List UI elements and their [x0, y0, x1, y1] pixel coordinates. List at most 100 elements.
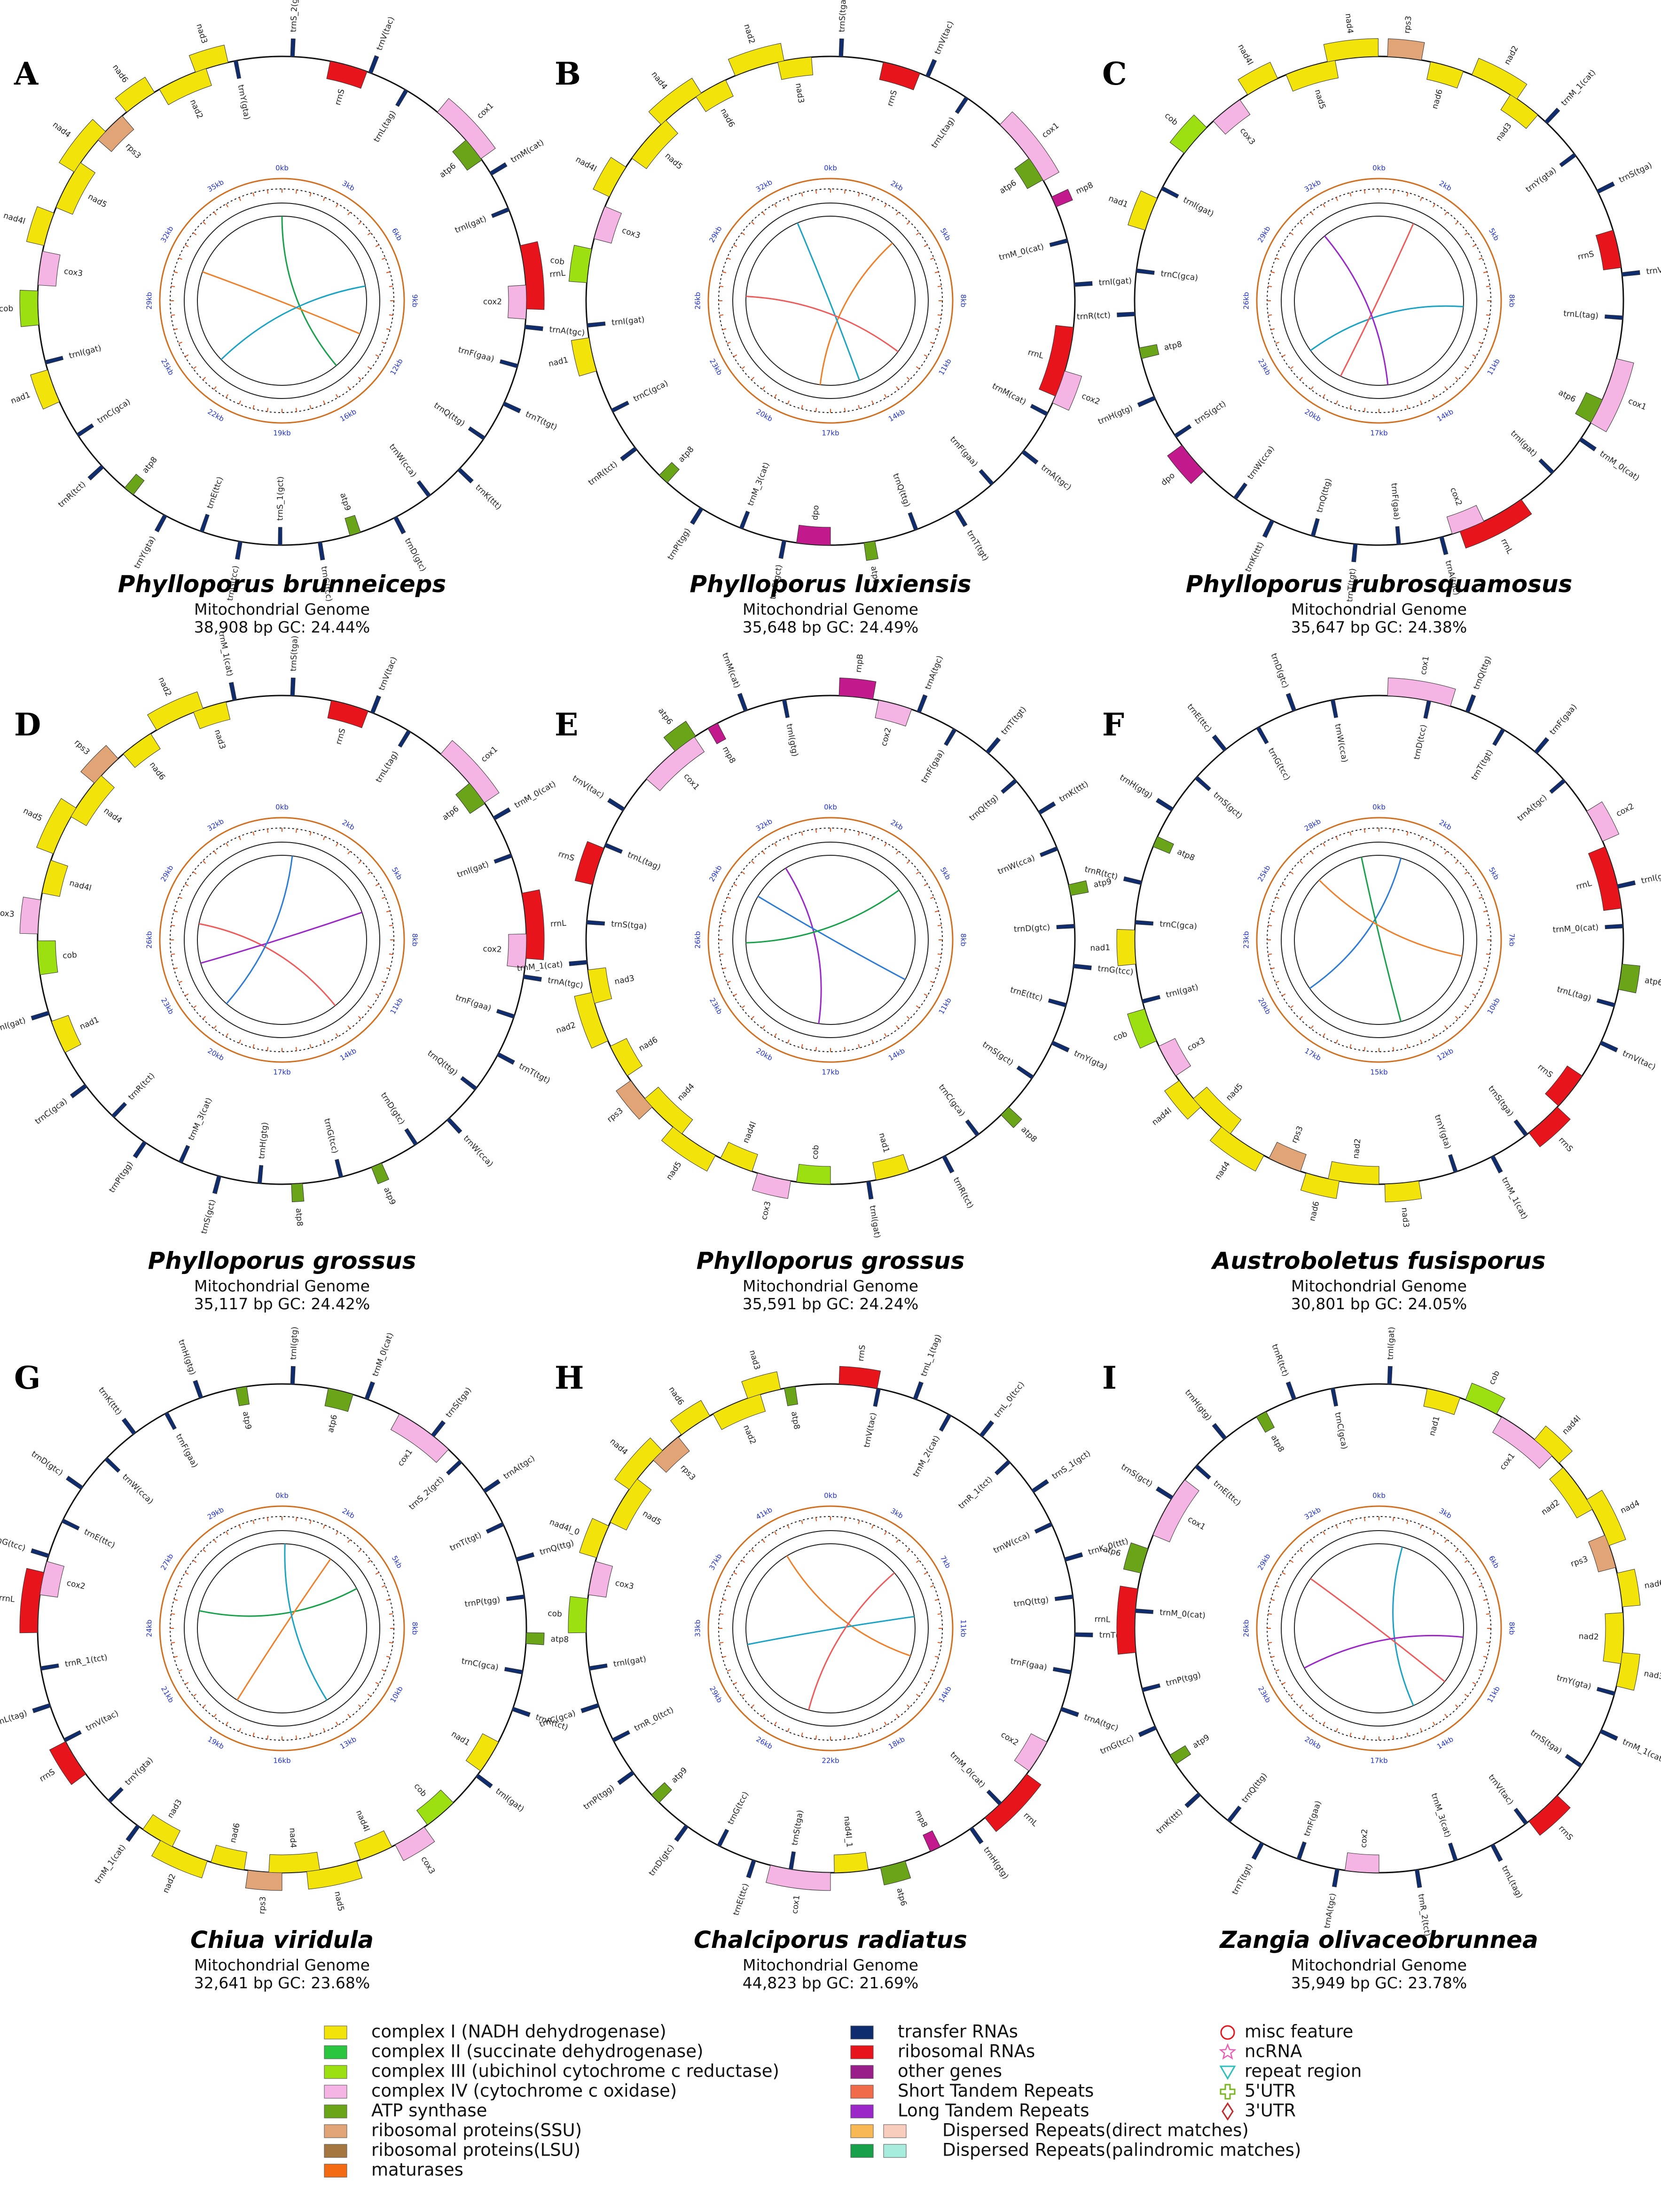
repeat-tick [1433, 1721, 1435, 1726]
kb-tick-label: 23kb [708, 357, 724, 376]
gene-label: trnH(gtg) [1118, 773, 1154, 801]
gene-label: atp8 [789, 1411, 801, 1430]
gene-label: cob [548, 1609, 563, 1619]
gene-block [268, 1852, 321, 1873]
gene-label: trnP(tgg) [666, 527, 692, 562]
repeat-tick [1335, 1524, 1338, 1529]
gene-block [1603, 1612, 1624, 1664]
gene-label: nad5 [665, 1160, 684, 1182]
gene-label: trnI(gtg) [784, 723, 800, 758]
repeat-tick [1275, 981, 1279, 984]
repeat-tick [178, 896, 182, 899]
repeat-tick [751, 376, 755, 380]
gene-label: cob [1112, 1029, 1129, 1043]
repeat-tick [336, 203, 338, 208]
repeat-tick [1282, 354, 1286, 357]
gene-block [1074, 281, 1093, 287]
gene-block [985, 737, 1001, 754]
repeat-tick [1323, 1721, 1325, 1726]
repeat-tick [173, 910, 178, 913]
gene-label: atp9 [670, 1766, 689, 1785]
gene-label: nad2 [161, 1872, 178, 1894]
legend-swatch [324, 2085, 347, 2099]
gene-label: trnG(tcc) [322, 1118, 340, 1155]
repeat-tick [1335, 1728, 1338, 1732]
kb-tick-label: 20kb [755, 407, 774, 423]
kb-tick-label: 14kb [1435, 1735, 1455, 1751]
kb-tick-label: 17kb [1370, 1757, 1387, 1765]
gene-label: trnY(gta) [123, 1756, 155, 1788]
repeat-tick [1275, 257, 1279, 260]
repeat-tick [727, 342, 731, 344]
repeat-tick [203, 860, 206, 864]
gene-block [588, 1561, 613, 1598]
gene-label: trnM_0(cat) [1598, 449, 1641, 483]
panel-letter: E [555, 706, 578, 743]
diamond-icon [1222, 2102, 1234, 2121]
repeat-tick [727, 1669, 731, 1672]
repeat-link [220, 285, 366, 360]
repeat-tick [1363, 407, 1365, 412]
genome-subtitle: Mitochondrial Genome [743, 1956, 918, 1974]
kb-tick-label: 35kb [206, 178, 225, 194]
species-title: Chiua viridula [190, 1926, 374, 1954]
gene-block [1285, 1381, 1297, 1400]
gene-label: trnF(gaa) [457, 345, 495, 364]
repeat-tick [1406, 1520, 1409, 1524]
gene-block [834, 1852, 869, 1873]
kb-tick-label: 2kb [341, 818, 356, 832]
repeat-tick [1472, 1572, 1476, 1575]
repeat-tick [871, 1728, 874, 1732]
repeat-tick [193, 871, 197, 875]
gene-label: trnA(tgc) [923, 654, 945, 691]
gene-label: trnW(cca) [996, 853, 1036, 877]
repeat-tick [934, 910, 939, 913]
kb-tick-label: 6kb [390, 227, 404, 242]
gene-label: trnC(gca) [1160, 269, 1199, 283]
repeat-tick [1282, 1572, 1286, 1575]
repeat-tick [1406, 831, 1409, 836]
gene-label: trnI(gat) [868, 1205, 882, 1239]
gene-label: trnQ(ttg) [432, 401, 466, 429]
gene-label: trnR_1(tct) [957, 1475, 995, 1511]
repeat-link [1304, 1634, 1464, 1669]
gene-label: trnM_1(cat) [1500, 1176, 1529, 1221]
gene-label: trnD(tcc) [1412, 724, 1429, 760]
gene-label: nad1 [1107, 194, 1129, 210]
repeat-tick [309, 405, 312, 409]
gene-block [1021, 449, 1039, 465]
repeat-tick [1444, 851, 1448, 855]
gene-label: trnF(gaa) [1010, 1657, 1048, 1673]
gene-block [278, 527, 282, 546]
gene-block [1605, 924, 1623, 930]
gene-block [1167, 445, 1205, 484]
gene-label: rps3 [72, 738, 92, 757]
gene-block [1544, 108, 1560, 125]
repeat-tick [1464, 1560, 1468, 1563]
gene-block [1127, 1008, 1157, 1049]
gene-label: trnM_3(cat) [187, 1096, 214, 1142]
kb-tick-label: 0kb [275, 803, 289, 812]
gene-block [1159, 1038, 1191, 1076]
gene-block [1117, 312, 1136, 318]
kb-tick-label: 29kb [1256, 1552, 1272, 1571]
gene-label: nad3 [793, 83, 806, 104]
repeat-tick [1479, 257, 1483, 260]
gene-label: cox2 [66, 1579, 86, 1592]
gene-label: trnQ(ttg) [1240, 1771, 1269, 1805]
repeat-tick [1310, 1025, 1314, 1029]
gene-label: trnS(gct) [199, 1198, 218, 1235]
legend-swatch [324, 2065, 347, 2079]
repeat-tick [309, 1732, 312, 1737]
repeat-tick [1464, 1005, 1468, 1008]
kb-tick-label: 32kb [206, 817, 225, 833]
gene-label: atp8 [1269, 1433, 1286, 1454]
gene-block [925, 59, 937, 78]
repeat-tick [336, 394, 338, 398]
repeat-link [797, 222, 860, 381]
gene-block [1137, 396, 1156, 407]
gene-label: trnM(cat) [990, 382, 1027, 407]
repeat-tick [727, 896, 731, 899]
gene-label: cox2 [1081, 391, 1102, 407]
gene-block [1016, 1065, 1034, 1079]
